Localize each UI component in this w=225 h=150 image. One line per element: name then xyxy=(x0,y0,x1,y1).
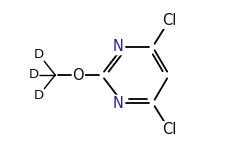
Text: N: N xyxy=(112,39,123,54)
Text: D: D xyxy=(34,89,44,102)
Text: O: O xyxy=(72,68,84,82)
Text: Cl: Cl xyxy=(161,122,176,137)
Text: D: D xyxy=(29,69,39,81)
Text: D: D xyxy=(34,48,44,61)
Text: Cl: Cl xyxy=(161,13,176,28)
Text: N: N xyxy=(112,96,123,111)
